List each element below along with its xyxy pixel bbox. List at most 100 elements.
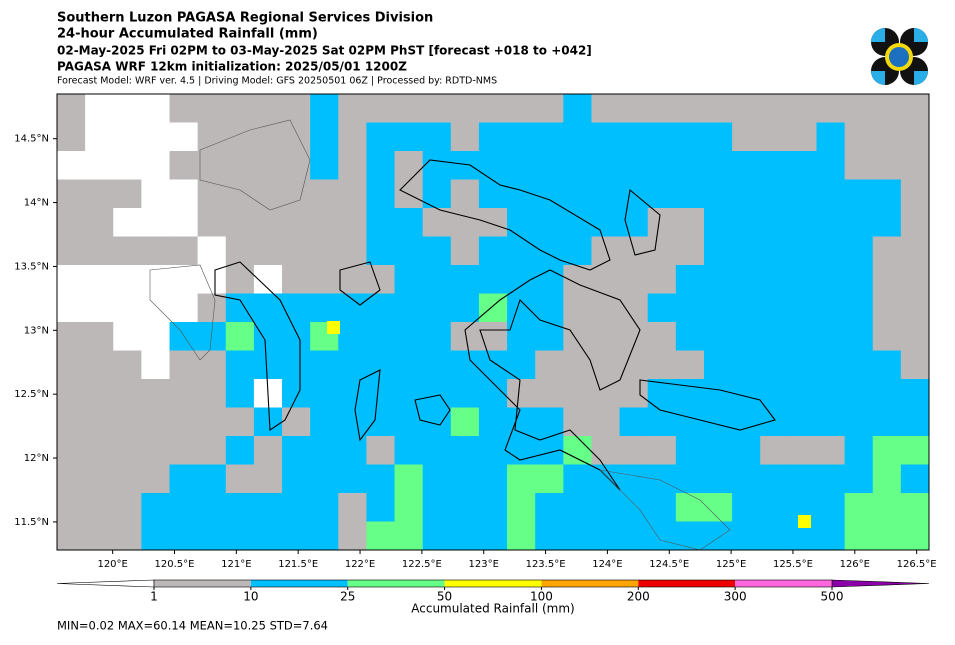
rain-cell (647, 208, 677, 237)
rain-cell (113, 407, 142, 437)
rain-cell (197, 265, 227, 294)
rain-cell (225, 122, 255, 152)
rain-cell (535, 521, 564, 551)
rain-cell (619, 293, 649, 323)
rain-cell (732, 179, 761, 209)
rain-cell (422, 293, 452, 323)
rain-cell (113, 350, 142, 380)
rain-cell (703, 208, 733, 237)
rain-cell (619, 122, 649, 152)
y-tick-label: 11.5°N (14, 517, 49, 528)
rain-cell (169, 379, 199, 408)
rain-cell (760, 179, 789, 209)
rain-cell (338, 436, 367, 465)
rain-cell (647, 265, 677, 294)
colorbar-over (831, 579, 930, 588)
y-tick-label: 12.5°N (14, 389, 49, 400)
rain-cell (703, 322, 733, 351)
rain-cell (535, 493, 564, 522)
rain-cell (197, 464, 227, 494)
rain-cell (327, 321, 340, 334)
rain-cell (675, 179, 705, 209)
rain-cell (844, 122, 874, 152)
rain-cell (535, 265, 564, 294)
y-tick-label: 13°N (24, 325, 49, 336)
rain-cell (675, 208, 705, 237)
rain-cell (760, 122, 789, 152)
rain-cell (478, 94, 508, 123)
rain-cell (422, 94, 452, 123)
rain-cell (225, 208, 255, 237)
rain-cell (816, 493, 846, 522)
rain-cell (507, 493, 536, 522)
rain-cell (563, 493, 592, 522)
rain-cell (366, 151, 396, 180)
rain-cell (85, 493, 114, 522)
rain-cell (394, 293, 424, 323)
rain-cell (872, 122, 902, 152)
rain-cell (478, 407, 508, 437)
rain-cell (619, 379, 649, 408)
rain-cell (253, 464, 283, 494)
rain-cell (535, 379, 564, 408)
rain-cell (647, 464, 677, 494)
rain-cell (507, 208, 536, 237)
rain-cell (113, 493, 142, 522)
rain-cell (703, 265, 733, 294)
rain-cell (591, 94, 621, 123)
rain-cell (450, 94, 480, 123)
rain-cell (760, 236, 789, 266)
rain-cell (675, 436, 705, 465)
rain-cell (338, 122, 367, 152)
rain-cell (366, 436, 396, 465)
x-tick-label: 123°E (469, 559, 499, 570)
rain-cell (563, 151, 592, 180)
rain-cell (169, 464, 199, 494)
rain-cell (141, 407, 171, 437)
x-tick-label: 125.5°E (773, 559, 813, 570)
rain-cell (422, 379, 452, 408)
rain-cell (703, 151, 733, 180)
rain-cell (225, 322, 255, 351)
rain-cell (197, 493, 227, 522)
rain-cell (197, 379, 227, 408)
rain-cell (647, 94, 677, 123)
rain-cell (675, 521, 705, 551)
rain-cell (844, 94, 874, 123)
rain-cell (366, 521, 396, 551)
x-tick-label: 120.5°E (155, 559, 195, 570)
rain-cell (478, 464, 508, 494)
rain-cell (872, 293, 902, 323)
rain-cell (619, 350, 649, 380)
rain-cell (310, 179, 339, 209)
rain-cell (535, 236, 564, 266)
rain-cell (732, 94, 761, 123)
rain-cell (872, 265, 902, 294)
rain-cell (675, 493, 705, 522)
rain-cell (113, 379, 142, 408)
rain-cell (591, 151, 621, 180)
rain-cell (57, 436, 86, 465)
rain-cell (703, 236, 733, 266)
rain-cell (225, 521, 255, 551)
rain-cell (900, 122, 930, 152)
rain-cell (872, 407, 902, 437)
rain-cell (816, 407, 846, 437)
rain-cell (760, 436, 789, 465)
rain-cell (197, 350, 227, 380)
rain-cell (535, 407, 564, 437)
colorbar-tick-label: 200 (627, 590, 650, 604)
rain-cell (282, 293, 311, 323)
rain-cell (591, 379, 621, 408)
x-tick-label: 124°E (592, 559, 622, 570)
rain-cell (816, 350, 846, 380)
rain-cell (253, 322, 283, 351)
rain-cell (647, 436, 677, 465)
rain-cell (563, 379, 592, 408)
rain-cell (338, 407, 367, 437)
rain-cell (253, 521, 283, 551)
rain-cell (816, 521, 846, 551)
rain-cell (450, 265, 480, 294)
rain-cell (394, 407, 424, 437)
rain-cell (591, 407, 621, 437)
